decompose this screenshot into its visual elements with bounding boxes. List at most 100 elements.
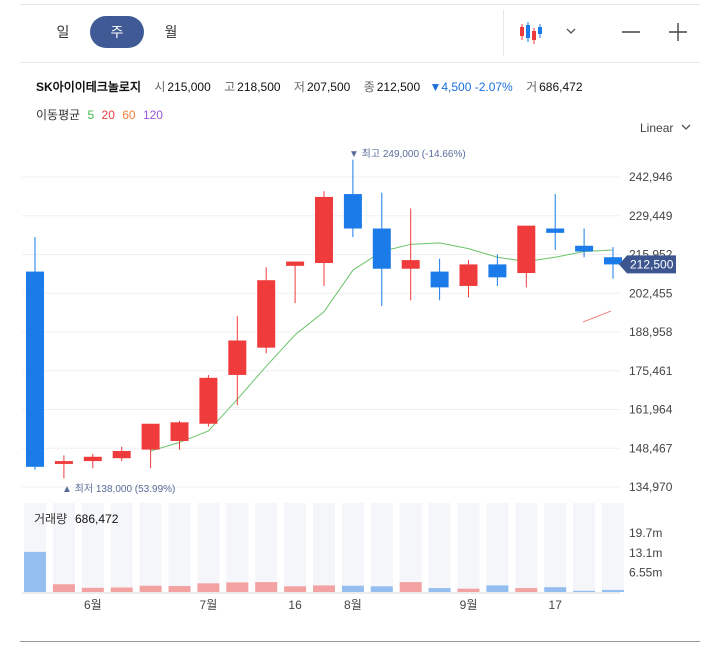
volume-column-bg — [255, 503, 278, 592]
max-price-marker: ▼ 최고 249,000 (-14.66%) — [349, 148, 466, 160]
chevron-down-icon — [566, 28, 576, 34]
candle-body — [401, 260, 420, 269]
candle-body — [488, 264, 507, 278]
volume-tick-label: 6.55m — [629, 565, 662, 579]
volume-column-bg — [370, 503, 393, 592]
volume-column-bg — [602, 503, 624, 592]
ma20-line — [582, 310, 612, 323]
high-price: 218,500 — [237, 80, 281, 94]
x-tick-label: 8월 — [344, 598, 362, 612]
volume-bar — [52, 584, 75, 592]
volume-bar — [197, 583, 220, 592]
volume-column-bg — [428, 503, 451, 592]
current-price-tag — [619, 255, 676, 274]
open-label: 시 — [154, 80, 166, 94]
y-tick-label: 229,449 — [629, 209, 673, 223]
volume-column-bg — [399, 503, 422, 592]
y-tick-label: 242,946 — [629, 170, 673, 184]
volume-bar — [139, 585, 162, 592]
candle-body — [257, 280, 276, 348]
volume-column-bg — [197, 503, 220, 592]
ma-60: 60 — [122, 108, 136, 122]
volume-bar — [573, 590, 596, 592]
x-tick-label: 16 — [288, 598, 302, 612]
candle-body — [170, 422, 189, 441]
volume-bar — [284, 586, 307, 592]
zoom-out-button[interactable] — [619, 18, 643, 46]
zoom-in-button[interactable] — [666, 18, 690, 46]
volume-bar — [602, 589, 624, 592]
volume-bar — [24, 551, 46, 592]
volume-bar — [370, 586, 393, 592]
tab-daily[interactable]: 일 — [56, 24, 70, 40]
volume-column-bg — [341, 503, 364, 592]
volume-column-bg — [168, 503, 191, 592]
candle-body — [112, 451, 131, 459]
volume-column-bg — [486, 503, 509, 592]
min-price-marker: ▲ 최저 138,000 (53.99%) — [62, 483, 175, 495]
volume-bar — [255, 582, 278, 592]
ma-5: 5 — [87, 108, 95, 122]
volume-title-value: 686,472 — [75, 512, 119, 526]
x-tick-label: 17 — [549, 598, 563, 612]
volume-column-bg — [139, 503, 162, 592]
volume-column-bg — [110, 503, 133, 592]
y-tick-label: 134,970 — [629, 480, 673, 494]
volume-column-bg — [573, 503, 596, 592]
volume-label: 거 — [526, 80, 538, 94]
plus-icon — [669, 23, 687, 41]
current-price-label: 212,500 — [630, 257, 674, 271]
x-tick-label: 6월 — [84, 598, 102, 612]
volume-bar — [341, 585, 364, 592]
candlestick-chart-icon — [520, 22, 542, 44]
candle-body — [343, 194, 362, 229]
open-price: 215,000 — [167, 80, 211, 94]
volume-bar — [313, 585, 335, 592]
volume-bar — [399, 582, 422, 592]
volume-bar — [486, 585, 509, 592]
price-change: ▼4,500 -2.07% — [429, 80, 513, 94]
high-label: 고 — [224, 80, 236, 94]
candle-body — [517, 225, 536, 274]
y-tick-label: 148,467 — [629, 441, 673, 455]
volume-bar — [110, 587, 133, 592]
volume-bar — [457, 588, 480, 592]
stock-name: SK아이이테크놀로지 — [36, 80, 141, 94]
volume-column-bg — [226, 503, 249, 592]
volume-bar — [168, 586, 191, 592]
volume-bar — [544, 587, 567, 592]
close-label: 종 — [363, 80, 375, 94]
x-tick-label: 7월 — [200, 598, 218, 612]
candle-body — [141, 423, 160, 450]
moving-average-legend[interactable]: 이동평균 5 20 60 120 — [36, 106, 163, 123]
candle-body — [575, 245, 594, 252]
volume-tick-label: 19.7m — [629, 526, 662, 540]
tab-weekly[interactable]: 주 — [90, 16, 144, 48]
candle-body — [459, 264, 478, 286]
tab-monthly[interactable]: 월 — [164, 24, 178, 40]
candle-body — [26, 271, 44, 467]
y-tick-label: 202,455 — [629, 286, 673, 300]
volume-column-bg — [515, 503, 538, 592]
volume-value: 686,472 — [539, 80, 583, 94]
volume-title: 거래량 — [34, 512, 67, 526]
chart-type-dropdown[interactable] — [518, 18, 580, 46]
scale-dropdown[interactable]: Linear — [640, 121, 691, 135]
minus-icon — [622, 31, 640, 33]
low-price: 207,500 — [306, 80, 351, 94]
volume-column-bg — [52, 503, 75, 592]
low-label: 저 — [293, 80, 305, 94]
volume-bar — [428, 588, 451, 592]
volume-column-bg — [284, 503, 307, 592]
candle-body — [286, 261, 305, 266]
y-tick-label: 188,958 — [629, 325, 673, 339]
candle-body — [430, 271, 449, 288]
candle-body — [372, 228, 391, 269]
scale-label: Linear — [640, 121, 674, 135]
x-tick-label: 9월 — [460, 598, 478, 612]
volume-tick-label: 13.1m — [629, 546, 662, 560]
volume-column-bg — [81, 503, 104, 592]
candle-body — [546, 228, 565, 233]
